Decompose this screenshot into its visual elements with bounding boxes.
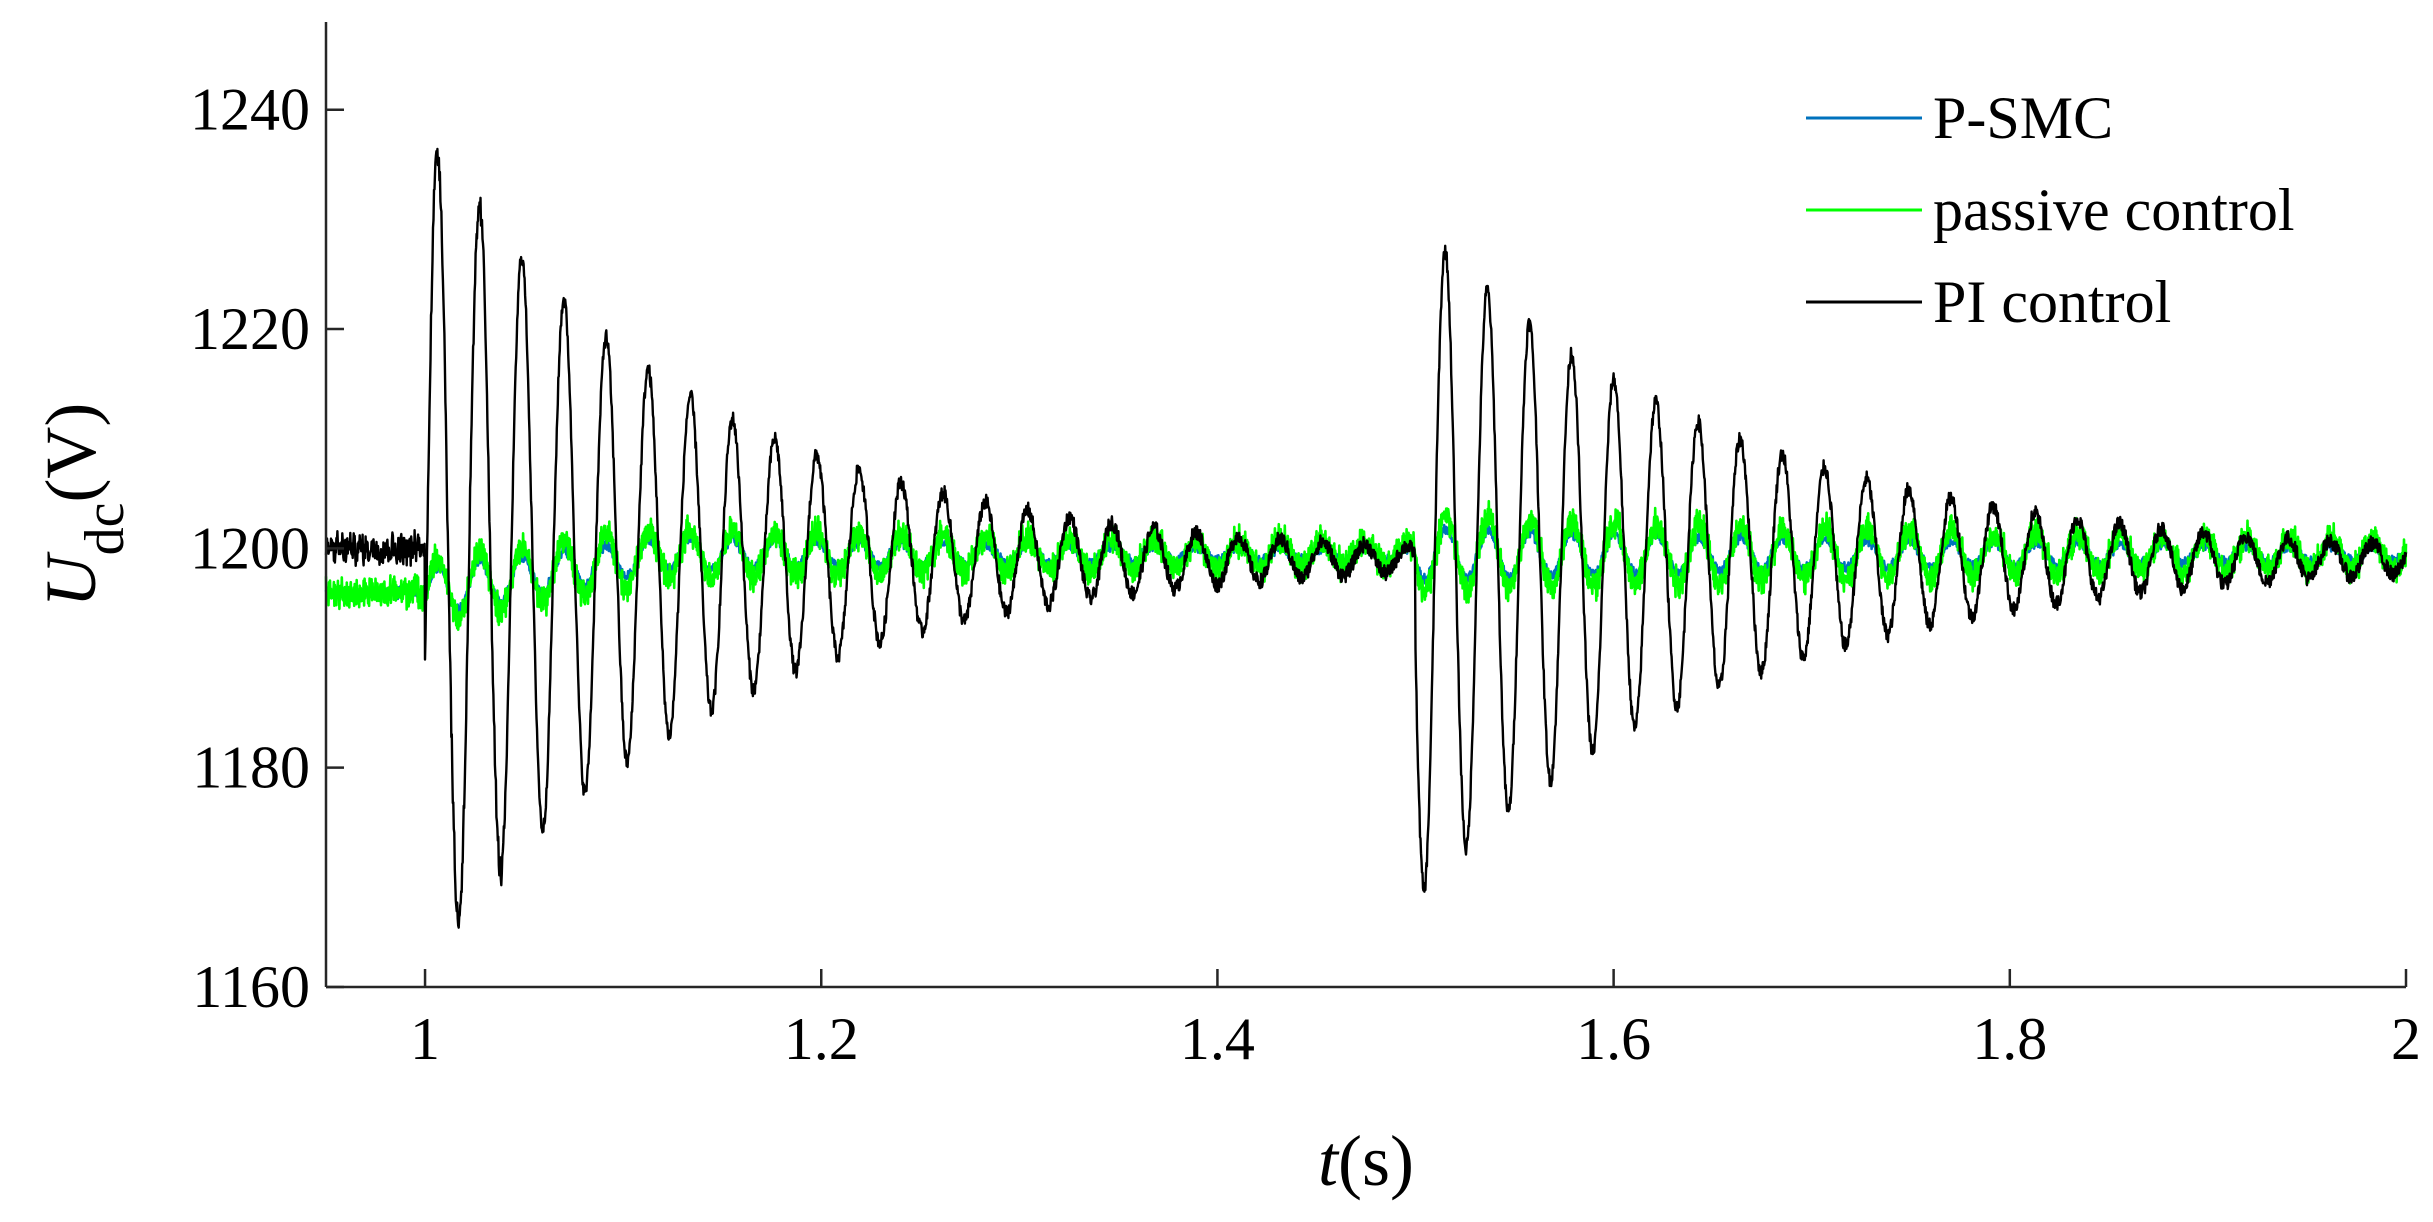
series-line-pi-control (324, 147, 2408, 929)
x-tick-label: 1.6 (1576, 1006, 1651, 1072)
y-axis-var: U (31, 551, 111, 607)
x-axis-label: t(s) (1318, 1121, 1414, 1201)
x-tick-label: 1.8 (1972, 1006, 2047, 1072)
x-axis-var: t (1318, 1121, 1340, 1201)
x-tick-label: 1.2 (784, 1006, 859, 1072)
plot-series (324, 147, 2408, 929)
y-axis-unit: (V) (31, 403, 111, 503)
x-axis-unit: (s) (1338, 1121, 1414, 1201)
x-tick-label: 1 (410, 1006, 440, 1072)
y-tick-label: 1200 (190, 515, 310, 581)
y-tick-label: 1240 (190, 77, 310, 143)
legend: P-SMC passive control PI control (1806, 85, 2295, 335)
y-axis-subscript: dc (74, 503, 136, 556)
legend-label: P-SMC (1933, 85, 2113, 151)
y-tick-label: 1160 (192, 954, 310, 1020)
y-tick-label: 1220 (190, 296, 310, 362)
y-tick-label: 1180 (192, 735, 310, 801)
y-axis-label: Udc(V) (31, 403, 136, 608)
legend-label: passive control (1933, 177, 2295, 243)
x-tick-label: 1.4 (1180, 1006, 1255, 1072)
y-ticks: 1160 1180 1200 1220 1240 (190, 77, 344, 1020)
x-tick-label: 2 (2391, 1006, 2421, 1072)
axes: 1 1.2 1.4 1.6 1.8 2 1160 1180 1200 1220 1240 (190, 22, 2421, 1072)
legend-label: PI control (1933, 269, 2171, 335)
x-ticks: 1 1.2 1.4 1.6 1.8 2 (410, 969, 2421, 1072)
